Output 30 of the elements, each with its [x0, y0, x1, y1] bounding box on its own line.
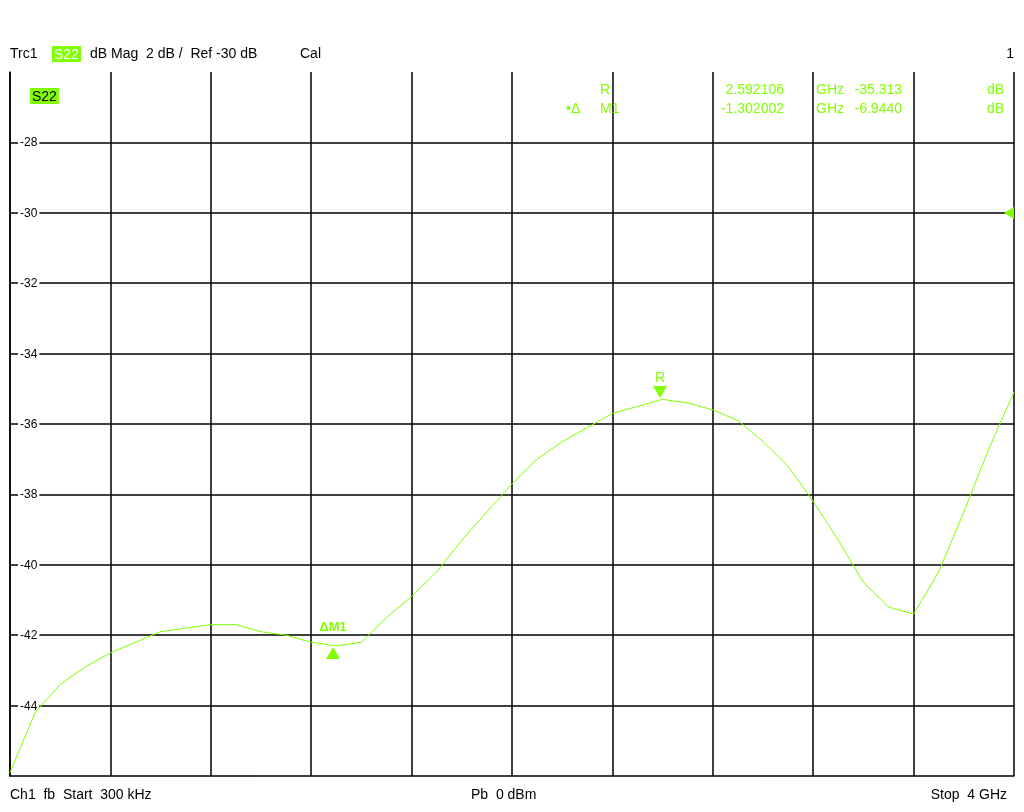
annotation: ΔM1: [319, 619, 347, 635]
y-tick-label: -36: [20, 417, 38, 431]
y-tick-label: -44: [20, 698, 38, 713]
y-tick-label: -40: [20, 557, 38, 572]
annotation: dB: [986, 100, 1004, 116]
annotation: -1.302002: [720, 100, 785, 116]
y-tick-label: -32: [20, 276, 38, 291]
annotation: -35.313: [854, 81, 903, 97]
text: Ch1 fb Start 300 kHz: [10, 786, 152, 802]
annotation: GHz: [816, 81, 844, 97]
annotation: 2.592106: [725, 81, 785, 97]
text: Stop 4 GHz: [930, 786, 1008, 802]
annotation: dB: [986, 81, 1004, 97]
annotation: R: [599, 81, 611, 97]
y-tick-label: -38: [20, 487, 38, 502]
text: dB Mag 2 dB / Ref -30 dB: [90, 45, 258, 61]
annotation: -6.9440: [854, 100, 903, 116]
text: S22: [54, 46, 80, 62]
text: S22: [32, 88, 58, 104]
text: Cal: [300, 45, 322, 61]
annotation: GHz: [816, 100, 844, 116]
annotation: R: [654, 368, 666, 385]
annotation: •Δ: [566, 100, 581, 116]
text: Pb 0 dBm: [471, 786, 537, 802]
y-tick-label: -30: [20, 205, 38, 220]
text: 1: [1006, 45, 1015, 61]
y-tick-label: -28: [20, 135, 38, 150]
text: Trc1: [10, 45, 38, 61]
y-tick-label: -42: [20, 628, 38, 643]
y-tick-label: -34: [20, 346, 38, 361]
